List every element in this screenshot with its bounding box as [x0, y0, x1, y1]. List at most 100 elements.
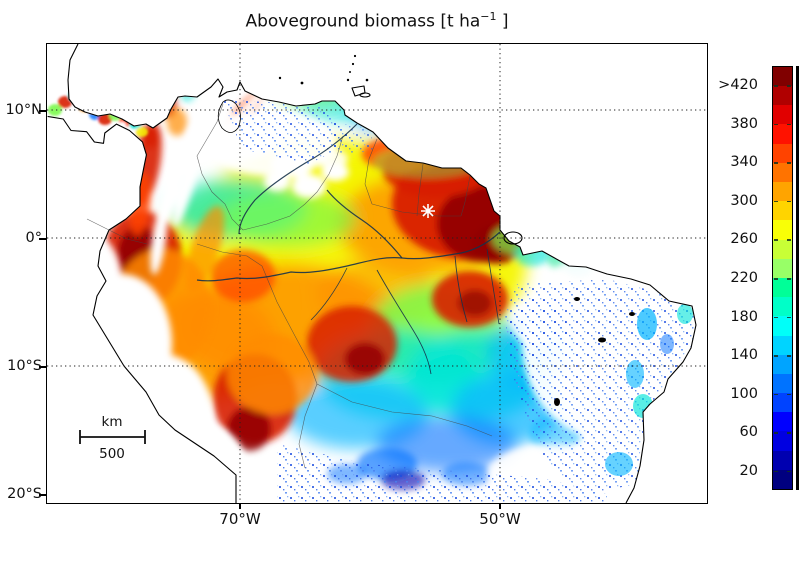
colorbar: >420 380 340 300 260 220 180 140 100 60 20	[718, 66, 793, 490]
colorbar-band	[773, 124, 792, 144]
colorbar-tick-mark	[787, 432, 791, 434]
colorbar-tick-label: >420	[718, 77, 758, 94]
lat-label-0: 0°	[25, 230, 42, 246]
xingu-river	[486, 248, 500, 325]
lon-label-70w: 70°W	[219, 510, 261, 528]
lon-label-50w: 50°W	[479, 510, 521, 528]
tapajos-river	[454, 255, 468, 323]
amazon-river	[196, 231, 501, 282]
lon-tick-70w	[239, 503, 241, 509]
colorbar-band	[773, 239, 792, 259]
figure-title: Aboveground biomass [t ha−1 ]	[47, 10, 707, 32]
colorbar-tick-mark	[787, 393, 791, 396]
colorbar-tick-mark	[774, 123, 778, 126]
scale-bar-unit: km	[102, 414, 123, 430]
colorbar-band	[773, 469, 792, 489]
colorbar-tick-label: 260	[730, 231, 758, 248]
graticule	[47, 44, 707, 503]
colorbar-tick-label: 60	[739, 424, 758, 441]
colorbar-band	[773, 393, 792, 413]
colorbar-tick-mark	[774, 278, 778, 280]
caribbean-islands	[278, 54, 369, 85]
biomass-map-svg: km 500	[47, 44, 707, 503]
central-america-mottle	[48, 90, 148, 137]
colorbar-band	[773, 143, 792, 163]
colorbar-tick-label: 300	[730, 192, 758, 209]
map-canvas: km 500	[46, 43, 708, 504]
colorbar-tick-mark	[787, 470, 791, 473]
purus-river	[310, 267, 348, 321]
scale-bar-value: 500	[99, 446, 125, 462]
colorbar-tick-mark	[787, 316, 791, 319]
colorbar-band	[773, 450, 792, 470]
colorbar-tick-mark	[774, 355, 778, 357]
title-bracket: ]	[496, 11, 509, 32]
marajo-island	[503, 231, 523, 245]
margarita-island	[359, 92, 371, 98]
lon-tick-50w	[499, 503, 501, 509]
colorbar-tick-mark	[774, 239, 778, 241]
colorbar-tick-label: 340	[730, 154, 758, 171]
colorbar-band	[773, 354, 792, 374]
colorbar-band	[773, 412, 792, 432]
colorbar-band	[773, 297, 792, 317]
colorbar-tick-mark	[774, 85, 778, 87]
colorbar-tick-label: 380	[730, 115, 758, 132]
colorbar-tick-mark	[787, 162, 791, 164]
colorbar-tick-label: 20	[739, 462, 758, 479]
colorbar-band	[773, 277, 792, 298]
lat-tick-10n	[39, 110, 46, 112]
lat-label-20s: 20°S	[7, 486, 42, 502]
coastline-pacific	[47, 115, 237, 503]
colorbar-tick-mark	[774, 393, 778, 396]
lat-tick-20s	[39, 494, 46, 496]
colorbar-band	[773, 258, 792, 278]
colorbar-tick-mark	[774, 432, 778, 434]
scale-bar: km 500	[79, 414, 146, 462]
figure-edge-line	[796, 66, 799, 490]
colorbar-gradient	[772, 66, 793, 490]
rivers	[196, 123, 501, 375]
title-superscript: −1	[480, 10, 497, 23]
colorbar-tick-mark	[787, 200, 791, 203]
colorbar-band	[773, 335, 792, 355]
country-borders	[86, 103, 493, 469]
colorbar-tick-labels: >420 380 340 300 260 220 180 140 100 60 20	[706, 66, 766, 490]
speckle-overlay	[222, 99, 695, 503]
lat-label-10n: 10°N	[5, 102, 42, 118]
colorbar-tick-mark	[774, 316, 778, 319]
madeira-river	[376, 269, 432, 375]
orinoco-river	[238, 123, 358, 235]
rio-negro	[326, 189, 403, 259]
colorbar-tick-mark	[787, 85, 791, 87]
colorbar-tick-mark	[787, 123, 791, 126]
colorbar-band	[773, 86, 792, 106]
colorbar-tick-label: 220	[730, 270, 758, 286]
colorbar-band	[773, 201, 792, 221]
colorbar-tick-mark	[787, 239, 791, 241]
colorbar-tick-label: 100	[730, 385, 758, 402]
colorbar-tick-label: 140	[730, 347, 758, 364]
lat-tick-10s	[39, 366, 46, 368]
lat-label-10s: 10°S	[7, 358, 42, 374]
coastline-atlantic	[67, 44, 697, 503]
colorbar-tick-mark	[787, 278, 791, 280]
colorbar-tick-mark	[787, 355, 791, 357]
colorbar-band	[773, 316, 792, 336]
colorbar-tick-mark	[774, 470, 778, 473]
colorbar-tick-mark	[774, 162, 778, 164]
biomass-raster	[48, 82, 696, 503]
colorbar-band	[773, 182, 792, 202]
white-asterisk-marker	[421, 204, 435, 218]
lat-tick-0	[39, 238, 46, 240]
title-text: Aboveground biomass [t ha	[245, 11, 481, 32]
colorbar-band	[773, 431, 792, 451]
colorbar-tick-label: 180	[730, 308, 758, 325]
reservoir-spots	[554, 297, 635, 406]
colorbar-band	[773, 373, 792, 394]
colorbar-band	[773, 162, 792, 182]
colorbar-tick-mark	[774, 200, 778, 203]
colorbar-band	[773, 220, 792, 240]
coastline	[47, 44, 697, 503]
